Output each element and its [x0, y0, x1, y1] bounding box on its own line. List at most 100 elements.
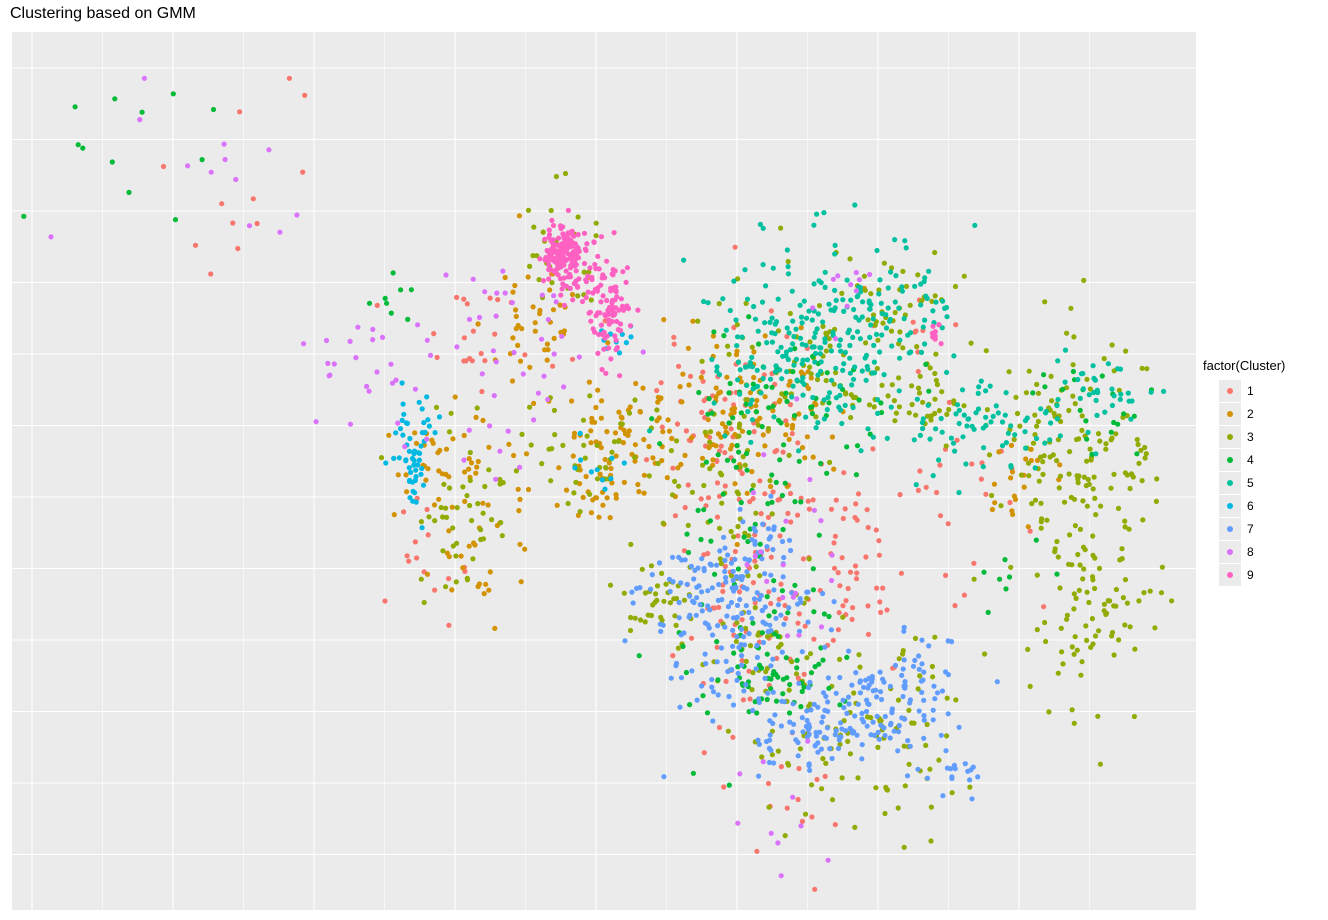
point-cluster-3 — [923, 742, 929, 749]
point-cluster-1 — [836, 610, 842, 616]
point-cluster-3 — [900, 648, 906, 654]
point-cluster-7 — [905, 738, 911, 744]
point-cluster-9 — [610, 272, 616, 278]
point-cluster-4 — [724, 457, 731, 463]
point-cluster-3 — [893, 410, 900, 416]
point-cluster-5 — [885, 305, 891, 311]
point-cluster-5 — [871, 359, 878, 365]
point-cluster-9 — [559, 254, 565, 260]
point-cluster-8 — [500, 268, 506, 274]
point-cluster-7 — [730, 568, 736, 575]
point-cluster-5 — [734, 343, 740, 349]
point-cluster-5 — [1118, 391, 1124, 397]
point-cluster-7 — [921, 717, 927, 723]
point-cluster-7 — [838, 720, 844, 726]
point-cluster-3 — [621, 590, 627, 596]
point-cluster-3 — [440, 548, 446, 554]
point-cluster-2 — [556, 465, 562, 471]
point-cluster-4 — [727, 380, 733, 387]
point-cluster-3 — [861, 273, 868, 279]
point-cluster-2 — [747, 390, 754, 396]
point-cluster-1 — [700, 378, 706, 384]
point-cluster-5 — [930, 308, 936, 314]
point-cluster-3 — [552, 432, 558, 438]
point-cluster-6 — [412, 477, 418, 483]
point-cluster-4 — [780, 676, 787, 682]
point-cluster-3 — [717, 556, 723, 562]
point-cluster-3 — [876, 287, 882, 293]
point-cluster-4 — [771, 578, 777, 584]
point-cluster-5 — [851, 306, 857, 313]
point-cluster-4 — [72, 104, 78, 110]
point-cluster-7 — [751, 596, 758, 602]
point-cluster-1 — [672, 513, 679, 519]
point-cluster-4 — [657, 441, 663, 447]
point-cluster-1 — [772, 449, 778, 455]
point-cluster-3 — [702, 429, 708, 435]
point-cluster-3 — [901, 743, 907, 749]
point-cluster-7 — [859, 742, 865, 748]
point-cluster-1 — [774, 655, 780, 662]
point-cluster-3 — [438, 504, 444, 511]
point-cluster-7 — [901, 628, 907, 634]
point-cluster-1 — [831, 565, 838, 571]
point-cluster-1 — [740, 697, 747, 703]
point-cluster-1 — [796, 611, 802, 617]
point-cluster-3 — [807, 364, 813, 370]
point-cluster-6 — [628, 334, 634, 340]
point-cluster-3 — [1130, 474, 1136, 480]
point-cluster-5 — [1055, 396, 1061, 403]
point-cluster-2 — [586, 379, 593, 385]
point-cluster-3 — [619, 421, 625, 427]
point-cluster-9 — [584, 241, 590, 247]
point-cluster-2 — [403, 472, 409, 478]
point-cluster-5 — [811, 222, 817, 228]
point-cluster-3 — [1070, 393, 1076, 399]
point-cluster-3 — [896, 656, 902, 662]
point-cluster-7 — [930, 717, 936, 723]
point-cluster-2 — [640, 385, 646, 391]
point-cluster-5 — [919, 420, 926, 426]
point-cluster-8 — [389, 380, 396, 386]
point-cluster-7 — [902, 679, 908, 685]
point-cluster-7 — [753, 666, 759, 672]
point-cluster-2 — [569, 398, 575, 404]
point-cluster-6 — [400, 432, 406, 438]
point-cluster-5 — [778, 344, 784, 350]
point-cluster-7 — [892, 662, 899, 669]
point-cluster-7 — [724, 613, 730, 619]
point-cluster-7 — [765, 690, 771, 696]
point-cluster-3 — [906, 410, 912, 416]
point-cluster-3 — [453, 553, 459, 559]
point-cluster-3 — [581, 442, 587, 448]
point-cluster-3 — [882, 810, 888, 817]
point-cluster-5 — [1109, 386, 1115, 392]
point-cluster-3 — [1139, 365, 1145, 371]
point-cluster-4 — [777, 457, 783, 463]
point-cluster-4 — [766, 405, 772, 411]
point-cluster-3 — [498, 520, 504, 526]
point-cluster-4 — [818, 645, 824, 651]
point-cluster-2 — [589, 415, 595, 421]
point-cluster-3 — [827, 459, 833, 465]
point-cluster-2 — [744, 490, 750, 496]
point-cluster-3 — [1041, 453, 1047, 459]
point-cluster-5 — [897, 337, 903, 343]
point-cluster-1 — [812, 886, 818, 892]
point-cluster-7 — [970, 764, 976, 770]
legend-dot — [1227, 433, 1233, 440]
point-cluster-6 — [621, 460, 627, 466]
point-cluster-3 — [875, 337, 881, 343]
point-cluster-9 — [613, 337, 619, 343]
point-cluster-1 — [795, 512, 801, 518]
point-cluster-3 — [864, 714, 871, 720]
point-cluster-7 — [728, 560, 735, 566]
point-cluster-1 — [983, 491, 989, 497]
point-cluster-1 — [482, 358, 488, 364]
point-cluster-2 — [991, 481, 998, 487]
point-cluster-5 — [818, 280, 824, 286]
point-cluster-5 — [870, 316, 876, 322]
point-cluster-7 — [805, 619, 811, 625]
point-cluster-2 — [799, 445, 806, 451]
point-cluster-4 — [810, 587, 817, 593]
